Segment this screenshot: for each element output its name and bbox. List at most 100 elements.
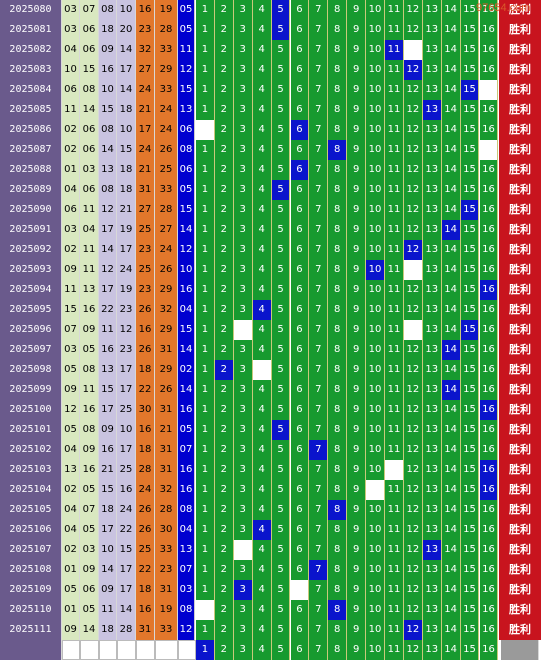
trend-cell: 12 — [403, 320, 423, 340]
draw-row: 2025080 03 07 08 10 16 19 05 1 2 3 4 5 6 7 8 9 10 11 12 13 14… — [0, 0, 541, 21]
trend-cell: 4 — [252, 300, 272, 320]
trend-cell: 9 — [347, 240, 367, 260]
trend-cell: 3 — [233, 220, 253, 240]
trend-cell: 4 — [252, 640, 272, 660]
trend-cell: 15 — [460, 320, 480, 340]
trend-cell: 3 — [233, 40, 253, 60]
trend-cell: 7 — [309, 560, 329, 580]
trend-cell: 6 — [290, 600, 310, 620]
trend-cell: 1 — [196, 160, 215, 180]
trend-cell: 2 — [214, 180, 234, 200]
trend-cell: 11 — [385, 440, 404, 460]
trend-cell: 10 — [366, 280, 385, 300]
trend-cell: 8 — [328, 280, 348, 300]
trend-cell: 15 — [460, 540, 480, 560]
trend-cell: 7 — [309, 420, 329, 440]
trend-cell: 6 — [290, 80, 310, 100]
trend-cell: 7 — [309, 620, 329, 640]
red-ball-number: 04 — [80, 220, 99, 240]
blue-ball-number: 12 — [178, 620, 195, 640]
draw-row: 2025110 01 05 11 14 16 19 08 1 2 3 4 5 6 7 8 9 10 11 12 13 14… — [0, 600, 541, 621]
trend-cell: 8 — [328, 380, 348, 400]
win-badge: 胜利 — [499, 240, 541, 260]
trend-cell: 7 — [309, 0, 329, 20]
trend-cell: 14 — [441, 200, 461, 220]
trend-cell: 10 — [366, 60, 385, 80]
red-ball-number: 06 — [80, 40, 99, 60]
draw-row: 2025098 05 08 13 17 18 29 02 1 2 3 4 5 6 7 8 9 10 11 12 13 14… — [0, 360, 541, 381]
red-ball-number: 21 — [136, 160, 155, 180]
trend-cell: 15 — [460, 60, 480, 80]
red-ball-number: 24 — [136, 80, 155, 100]
red-ball-number: 16 — [99, 60, 117, 80]
trend-cell: 11 — [385, 320, 404, 340]
draw-row: 2025081 03 06 18 20 23 28 05 1 2 3 4 5 6 7 8 9 10 11 12 13 14… — [0, 20, 541, 41]
trend-cell: 9 — [347, 200, 367, 220]
blue-ball-number: 06 — [178, 120, 195, 140]
trend-cell: 12 — [403, 100, 423, 120]
trend-cell: 14 — [441, 140, 461, 160]
trend-cell: 2 — [214, 120, 234, 140]
red-ball-number: 10 — [99, 80, 117, 100]
draw-row: 2025082 04 06 09 14 32 33 11 1 2 3 4 5 6 7 8 9 10 11 12 13 14… — [0, 40, 541, 61]
red-ball-number: 14 — [99, 140, 117, 160]
red-ball-number: 06 — [62, 80, 80, 100]
red-ball-number: 05 — [80, 520, 99, 540]
draw-row: 2025102 04 09 16 17 18 31 07 1 2 3 4 5 6 7 8 9 10 11 12 13 14… — [0, 440, 541, 461]
blue-ball-number: 05 — [178, 420, 195, 440]
red-ball-number: 05 — [62, 360, 80, 380]
trend-cell: 4 — [252, 260, 272, 280]
draw-row: 2025091 03 04 17 19 25 27 14 1 2 3 4 5 6 7 8 9 10 11 12 13 14… — [0, 220, 541, 241]
trend-cell: 12 — [403, 180, 423, 200]
issue-number: 2025085 — [0, 100, 62, 120]
trend-cell: 2 — [214, 440, 234, 460]
issue-number: 2025100 — [0, 400, 62, 420]
win-badge: 胜利 — [499, 100, 541, 120]
trend-cell: 3 — [233, 20, 253, 40]
red-ball-number: 29 — [155, 320, 178, 340]
red-ball-number: 18 — [136, 440, 155, 460]
red-ball-number: 17 — [117, 560, 136, 580]
trend-cell: 9 — [347, 280, 367, 300]
trend-cell: 8 — [328, 540, 348, 560]
trend-cell: 16 — [479, 520, 499, 540]
red-ball-number: 21 — [136, 100, 155, 120]
trend-cell: 3 — [233, 80, 253, 100]
trend-cell: 10 — [366, 540, 385, 560]
trend-cell: 8 — [328, 180, 348, 200]
trend-cell: 6 — [290, 40, 310, 60]
trend-cell: 11 — [385, 340, 404, 360]
trend-cell: 11 — [385, 260, 404, 280]
trend-cell: 5 — [271, 340, 291, 360]
trend-cell: 10 — [366, 560, 385, 580]
trend-cell: 2 — [214, 420, 234, 440]
red-ball-number: 18 — [99, 500, 117, 520]
red-ball-number: 10 — [117, 120, 136, 140]
red-ball-number: 09 — [80, 320, 99, 340]
trend-cell: 14 — [441, 0, 461, 20]
trend-cell: 12 — [403, 400, 423, 420]
red-ball-number: 11 — [99, 320, 117, 340]
draw-row: 2025095 15 16 22 23 26 32 04 1 2 3 4 5 6 7 8 9 10 11 12 13 14… — [0, 300, 541, 321]
trend-cell: 10 — [366, 380, 385, 400]
red-ball-number: 32 — [155, 480, 178, 500]
trend-cell: 9 — [347, 20, 367, 40]
trend-cell: 4 — [252, 40, 272, 60]
trend-cell: 6 — [290, 420, 310, 440]
red-ball-number: 05 — [62, 420, 80, 440]
issue-number: 2025108 — [0, 560, 62, 580]
trend-cell: 4 — [252, 400, 272, 420]
red-ball-number: 26 — [155, 140, 178, 160]
trend-cell: 2 — [214, 500, 234, 520]
trend-cell: 15 — [460, 220, 480, 240]
red-ball-number: 18 — [117, 100, 136, 120]
trend-cell: 8 — [328, 520, 348, 540]
trend-cell: 4 — [252, 500, 272, 520]
trend-cell: 8 — [328, 260, 348, 280]
blue-ball-number: 14 — [178, 380, 195, 400]
trend-cell: 1 — [196, 560, 215, 580]
blue-ball-number: 15 — [178, 200, 195, 220]
trend-cell: 16 — [479, 140, 499, 160]
trend-cell: 2 — [214, 20, 234, 40]
trend-cell: 4 — [252, 600, 272, 620]
